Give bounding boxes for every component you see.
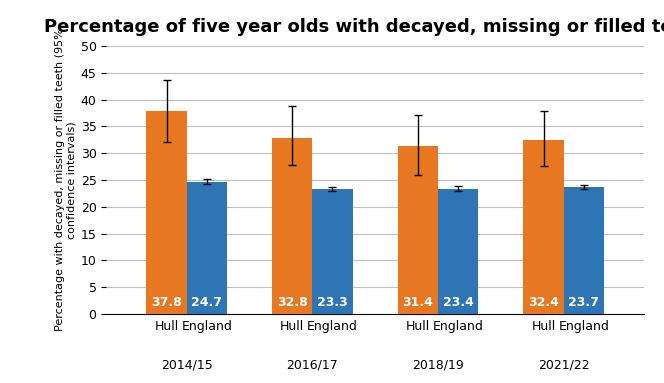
Text: 32.4: 32.4 (528, 296, 559, 309)
Bar (272, 138, 312, 314)
Text: 23.4: 23.4 (443, 296, 473, 309)
Text: 23.3: 23.3 (317, 296, 348, 309)
Bar (147, 111, 187, 314)
Text: 2014/15: 2014/15 (161, 358, 212, 372)
Bar (187, 182, 227, 314)
Text: 32.8: 32.8 (277, 296, 307, 309)
Y-axis label: Percentage with decayed, missing or filled teeth (95%
confidence intervals): Percentage with decayed, missing or fill… (54, 29, 76, 331)
Bar (564, 187, 604, 314)
Text: 2016/17: 2016/17 (286, 358, 338, 372)
Text: 37.8: 37.8 (151, 296, 182, 309)
Title: Percentage of five year olds with decayed, missing or filled teeth: Percentage of five year olds with decaye… (44, 18, 664, 36)
Text: 2021/22: 2021/22 (538, 358, 590, 372)
Bar (438, 188, 478, 314)
Text: 2018/19: 2018/19 (412, 358, 464, 372)
Text: 31.4: 31.4 (402, 296, 434, 309)
Bar (312, 189, 353, 314)
Bar (398, 146, 438, 314)
Text: 23.7: 23.7 (568, 296, 599, 309)
Bar (523, 140, 564, 314)
Text: 24.7: 24.7 (191, 296, 222, 309)
